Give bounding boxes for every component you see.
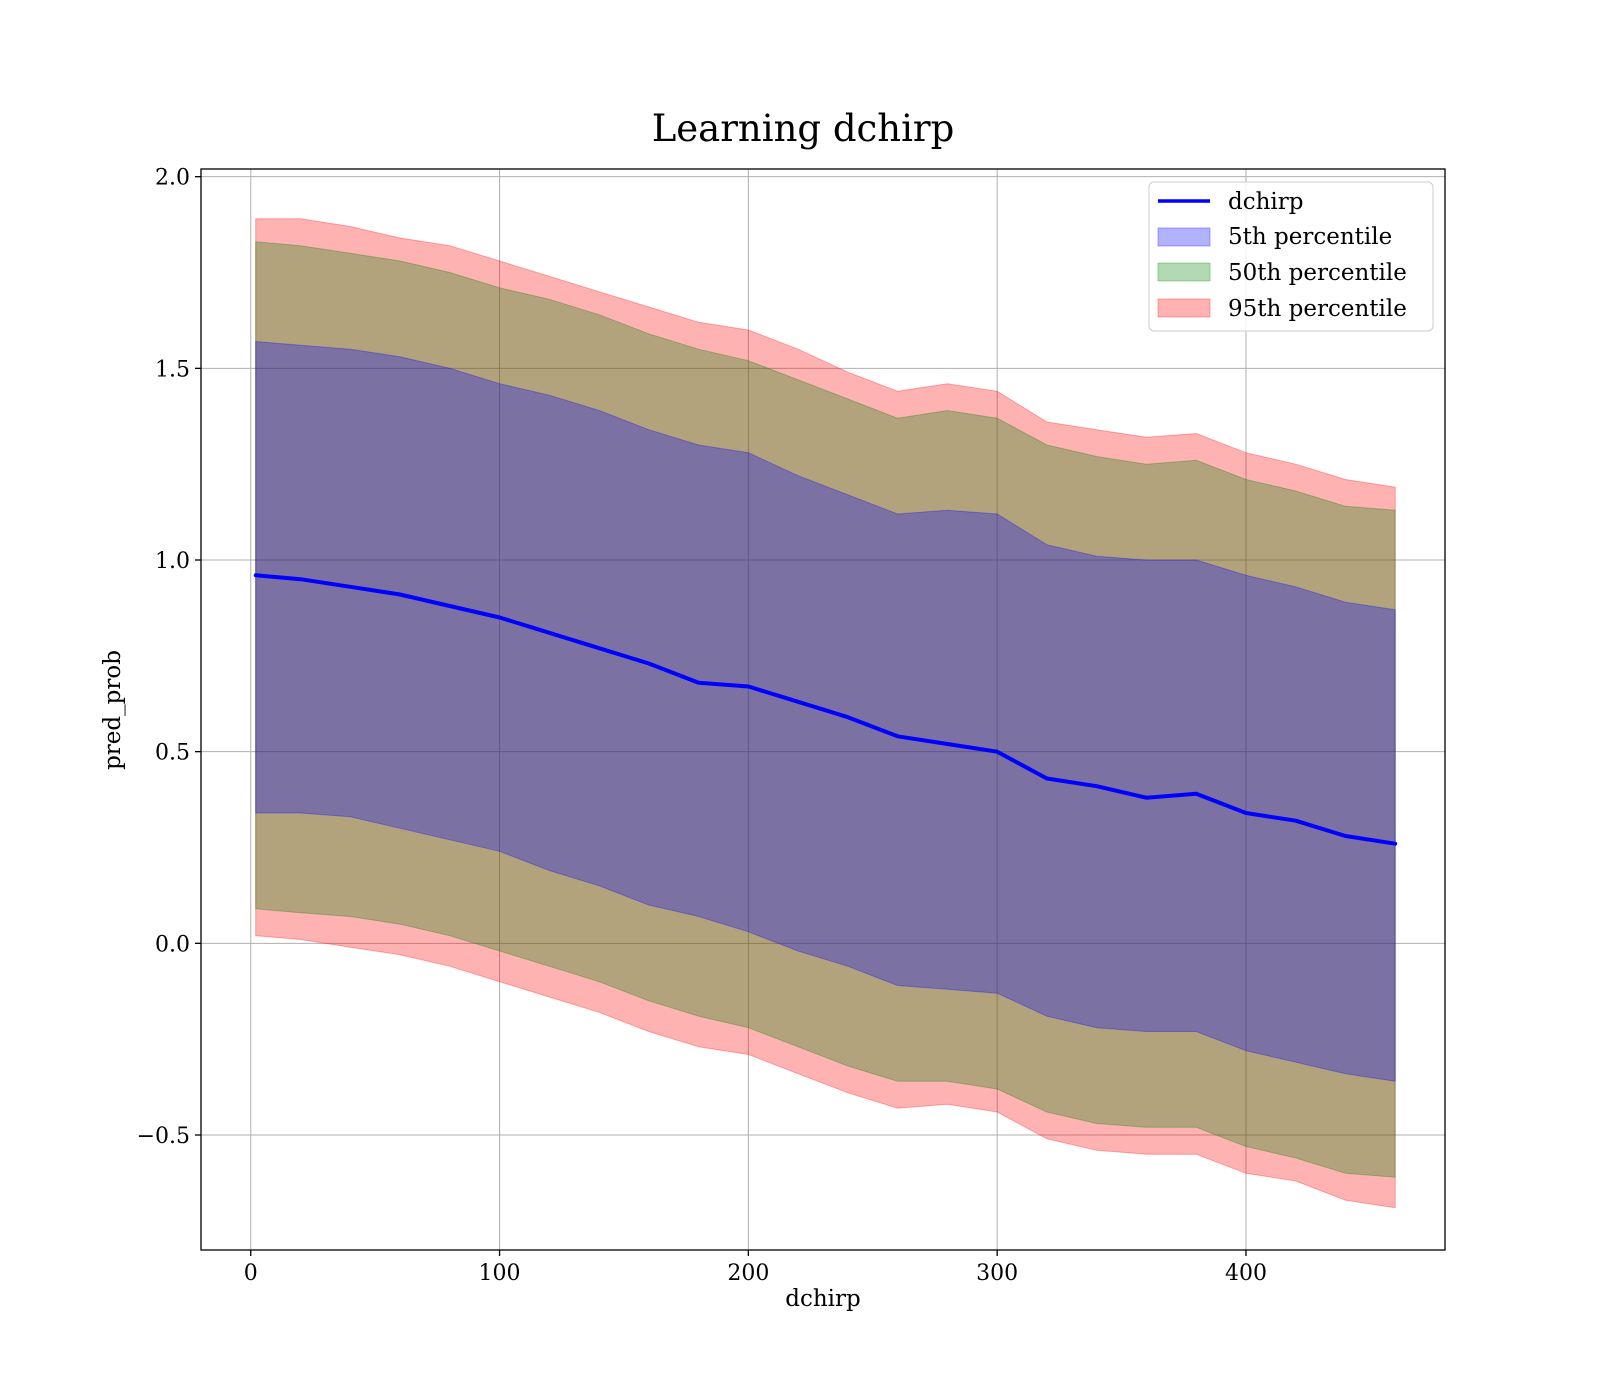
legend-frame	[1148, 181, 1434, 332]
x-tick-label-4: 400	[1225, 1261, 1267, 1286]
legend-label-95th-percentile: 95th percentile	[1228, 296, 1407, 322]
y-tick-label-3: 1.0	[155, 549, 190, 574]
band-95th-percentile	[255, 218, 1396, 1209]
x-tick-label-0: 0	[244, 1261, 258, 1286]
y-tick-label-4: 1.5	[155, 357, 190, 382]
legend: dchirp 5th percentile 50th percentile 95…	[1148, 181, 1434, 332]
series-lines	[253, 573, 1398, 846]
legend-label-50th-percentile: 50th percentile	[1228, 260, 1407, 286]
y-tick-label-2: 0.5	[155, 741, 190, 766]
y-tick-label-5: 2.0	[155, 166, 190, 191]
legend-label-5th-percentile: 5th percentile	[1228, 224, 1392, 250]
axis-ticks: 0 100 200 300 400 −0.5 0.0 0.5 1.0 1.5 2.0	[137, 166, 1267, 1286]
grid	[201, 169, 1445, 1250]
y-axis-label: pred_prob	[100, 650, 126, 770]
legend-label-dchirp: dchirp	[1228, 189, 1304, 215]
plot-frame	[200, 168, 1446, 1251]
y-tick-label-0: −0.5	[137, 1124, 190, 1149]
x-tick-label-1: 100	[479, 1261, 521, 1286]
y-tick-label-1: 0.0	[155, 932, 190, 957]
chart-title: Learning dchirp	[652, 107, 955, 150]
series-line-dchirp	[253, 573, 1398, 846]
legend-swatch-95th-percentile	[1157, 298, 1211, 318]
x-axis-label: dchirp	[785, 1286, 861, 1312]
legend-swatch-5th-percentile	[1157, 227, 1211, 247]
legend-swatch-50th-percentile	[1157, 262, 1211, 282]
x-tick-label-2: 200	[727, 1261, 769, 1286]
x-tick-label-3: 300	[976, 1261, 1018, 1286]
